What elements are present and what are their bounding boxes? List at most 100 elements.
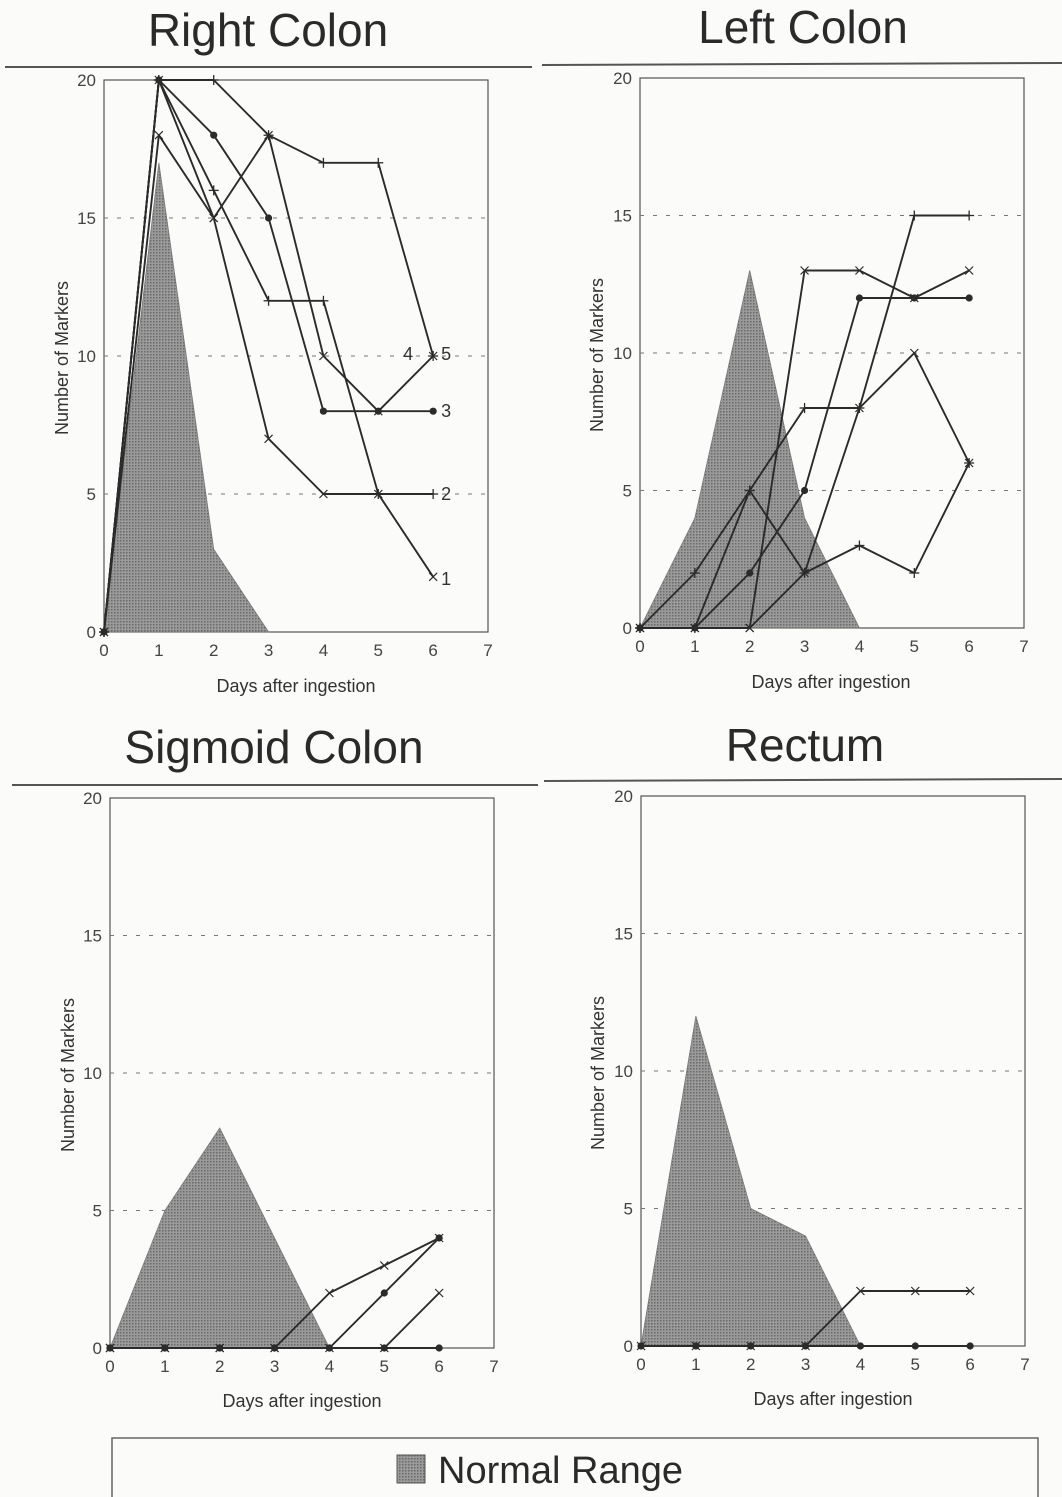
x-tick-label: 6: [964, 637, 973, 656]
legend-label: Normal Range: [438, 1450, 683, 1492]
x-tick-label: 0: [99, 641, 108, 660]
y-tick-label: 20: [613, 69, 632, 88]
data-point: [856, 1342, 865, 1350]
data-point: [373, 406, 383, 416]
x-axis-label: Days after ingestion: [751, 672, 910, 692]
x-axis-label: Days after ingestion: [753, 1389, 912, 1409]
data-point: [746, 569, 754, 577]
data-point: [318, 157, 329, 168]
data-point: [325, 1344, 334, 1352]
y-tick-label: 5: [87, 485, 96, 504]
y-tick-label: 10: [613, 344, 632, 363]
title-rule: [541, 62, 1062, 66]
y-tick-label: 20: [77, 71, 96, 90]
data-point: [153, 75, 164, 85]
data-point: [379, 1261, 389, 1270]
normal-range-area: [103, 162, 270, 633]
chart-title: Left Colon: [698, 1, 908, 53]
data-point: [154, 130, 164, 140]
x-tick-label: 4: [319, 641, 328, 660]
chart-sigmoid-colon: Sigmoid Colon Days after ingestion Numbe…: [12, 721, 538, 1411]
normal-range-area: [639, 270, 861, 629]
x-tick-label: 6: [434, 1357, 443, 1376]
data-point: [855, 403, 864, 413]
chart-left-colon: Left Colon Days after ingestion Number o…: [541, 1, 1062, 692]
chart-title: Rectum: [726, 719, 884, 771]
data-point: [216, 1344, 224, 1352]
x-tick-label: 1: [154, 641, 163, 660]
x-tick-label: 7: [483, 641, 492, 660]
data-point: [208, 185, 219, 196]
data-point: [270, 1344, 279, 1352]
data-point: [380, 1344, 388, 1352]
data-point: [909, 348, 919, 358]
data-point: [161, 1344, 169, 1352]
x-tick-label: 6: [428, 641, 437, 660]
data-point: [380, 1289, 388, 1297]
data-point: [428, 572, 438, 582]
data-point: [965, 294, 973, 302]
data-point: [263, 130, 274, 141]
chart-rectum: Rectum Days after ingestion Number of Ma…: [543, 719, 1062, 1409]
chart-title: Sigmoid Colon: [124, 721, 423, 773]
data-point: [635, 623, 645, 633]
data-point: [428, 351, 439, 361]
data-point: [373, 489, 384, 499]
x-tick-label: 3: [270, 1357, 279, 1376]
chart-title: Right Colon: [148, 4, 388, 56]
x-tick-label: 6: [965, 1355, 974, 1374]
x-tick-label: 1: [690, 637, 699, 656]
chart-right-colon: Right Colon Days after ingestion Number …: [5, 4, 532, 696]
data-point: [325, 1288, 334, 1298]
data-point: [910, 1286, 920, 1296]
data-point: [435, 1234, 443, 1242]
data-point: [856, 1286, 865, 1296]
x-tick-label: 5: [374, 641, 383, 660]
series-label: 4: [403, 344, 413, 364]
y-tick-label: 20: [83, 789, 102, 808]
data-point: [909, 568, 920, 578]
data-point: [637, 1342, 645, 1350]
x-axis-label: Days after ingestion: [222, 1391, 381, 1411]
normal-range-area: [640, 1015, 862, 1347]
x-tick-label: 0: [635, 637, 644, 656]
series-5: [635, 348, 974, 633]
data-point: [106, 1344, 114, 1352]
x-tick-label: 4: [855, 637, 864, 656]
data-point: [209, 213, 219, 223]
x-tick-label: 2: [745, 637, 754, 656]
series-label: 3: [441, 401, 451, 421]
data-point: [208, 75, 219, 85]
y-tick-label: 15: [77, 209, 96, 228]
data-point: [690, 623, 700, 633]
y-axis-label: Number of Markers: [52, 281, 72, 435]
y-tick-label: 5: [623, 482, 632, 501]
data-point: [800, 266, 809, 275]
x-tick-label: 0: [636, 1355, 645, 1374]
x-tick-label: 5: [910, 637, 919, 656]
series-5: 5: [99, 75, 451, 637]
data-point: [689, 568, 700, 578]
y-tick-label: 0: [624, 1337, 633, 1356]
data-point: [909, 210, 920, 221]
x-tick-label: 7: [1020, 1355, 1029, 1374]
data-point: [800, 568, 809, 578]
y-tick-label: 15: [614, 925, 633, 944]
normal-range-area: [109, 1127, 331, 1349]
data-point: [854, 540, 865, 551]
x-tick-label: 4: [856, 1355, 865, 1374]
data-point: [964, 266, 974, 275]
title-rule: [543, 778, 1062, 782]
y-axis-label: Number of Markers: [588, 996, 608, 1150]
data-point: [435, 1344, 443, 1352]
x-tick-label: 2: [209, 641, 218, 660]
data-point: [428, 489, 439, 499]
data-point: [373, 157, 384, 168]
y-tick-label: 5: [93, 1202, 102, 1221]
data-point: [966, 1342, 974, 1350]
data-point: [911, 1342, 919, 1350]
x-tick-label: 3: [801, 1355, 810, 1374]
y-tick-label: 20: [614, 787, 633, 806]
y-tick-label: 0: [87, 623, 96, 642]
